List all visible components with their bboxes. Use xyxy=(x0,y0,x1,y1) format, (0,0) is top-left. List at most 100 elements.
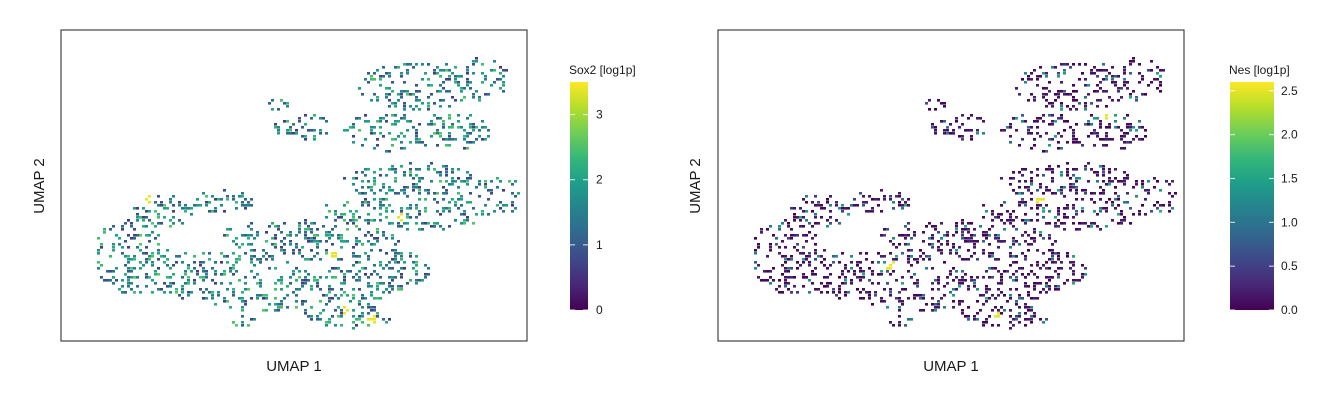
umap-point xyxy=(388,261,391,264)
umap-point xyxy=(436,132,439,135)
umap-point xyxy=(388,291,391,294)
umap-point xyxy=(934,309,937,312)
umap-point xyxy=(1105,132,1108,135)
umap-point xyxy=(496,204,499,207)
umap-point xyxy=(466,141,469,144)
umap-point xyxy=(373,243,376,246)
umap-point xyxy=(1057,255,1060,258)
umap-point xyxy=(379,78,382,81)
umap-point xyxy=(1057,90,1060,93)
umap-point xyxy=(397,135,400,138)
umap-point xyxy=(1063,195,1066,198)
umap-point xyxy=(274,309,277,312)
umap-point xyxy=(1027,234,1030,237)
umap-point xyxy=(1057,213,1060,216)
umap-point xyxy=(388,318,391,321)
umap-point xyxy=(1111,75,1114,78)
umap-point xyxy=(1081,210,1084,213)
umap-point xyxy=(304,135,307,138)
umap-point xyxy=(391,81,394,84)
umap-point xyxy=(475,213,478,216)
umap-point xyxy=(247,201,250,204)
umap-point xyxy=(250,270,253,273)
umap-point xyxy=(298,252,301,255)
umap-point xyxy=(133,291,136,294)
umap-point xyxy=(1138,120,1141,123)
umap-point xyxy=(355,177,358,180)
umap-point xyxy=(1153,186,1156,189)
umap-point xyxy=(466,135,469,138)
umap-point xyxy=(424,72,427,75)
umap-point xyxy=(493,69,496,72)
umap-point xyxy=(184,282,187,285)
umap-point xyxy=(367,258,370,261)
umap-point xyxy=(175,261,178,264)
umap-point xyxy=(367,120,370,123)
umap-point xyxy=(193,204,196,207)
umap-point xyxy=(982,204,985,207)
umap-point xyxy=(1084,84,1087,87)
umap-point xyxy=(151,231,154,234)
umap-point xyxy=(466,219,469,222)
umap-point xyxy=(1093,90,1096,93)
umap-point xyxy=(1024,222,1027,225)
umap-point xyxy=(1051,261,1054,264)
umap-point xyxy=(820,291,823,294)
umap-point xyxy=(130,288,133,291)
umap-point xyxy=(478,129,481,132)
umap-point xyxy=(1072,186,1075,189)
umap-point xyxy=(973,228,976,231)
umap-point xyxy=(250,234,253,237)
umap-point xyxy=(316,240,319,243)
umap-point xyxy=(946,282,949,285)
umap-point xyxy=(892,207,895,210)
umap-point xyxy=(313,222,316,225)
umap-point xyxy=(1129,63,1132,66)
umap-point xyxy=(850,279,853,282)
umap-point xyxy=(232,273,235,276)
umap-point xyxy=(484,204,487,207)
umap-point xyxy=(1153,204,1156,207)
umap-point xyxy=(1111,219,1114,222)
umap-point xyxy=(400,285,403,288)
umap-point xyxy=(1030,198,1033,201)
umap-point xyxy=(229,270,232,273)
umap-point xyxy=(217,198,220,201)
colorbar-tick-label: 3 xyxy=(596,108,603,122)
umap-point xyxy=(211,195,214,198)
umap-point xyxy=(865,291,868,294)
umap-point xyxy=(1024,231,1027,234)
umap-point xyxy=(268,225,271,228)
umap-point xyxy=(1027,189,1030,192)
umap-point xyxy=(379,264,382,267)
plot-frame xyxy=(60,29,528,342)
umap-point xyxy=(1039,186,1042,189)
umap-point xyxy=(1072,183,1075,186)
umap-point xyxy=(1132,213,1135,216)
umap-point xyxy=(376,99,379,102)
umap-point xyxy=(997,312,1000,315)
umap-point xyxy=(859,291,862,294)
umap-point xyxy=(1075,90,1078,93)
umap-point xyxy=(175,255,178,258)
umap-point xyxy=(373,198,376,201)
umap-point xyxy=(157,234,160,237)
umap-point xyxy=(295,279,298,282)
umap-point xyxy=(1117,204,1120,207)
umap-point xyxy=(313,279,316,282)
umap-point xyxy=(967,258,970,261)
umap-point xyxy=(1033,144,1036,147)
umap-point xyxy=(973,279,976,282)
umap-point xyxy=(412,108,415,111)
umap-point xyxy=(976,240,979,243)
umap-point xyxy=(451,177,454,180)
umap-point xyxy=(325,234,328,237)
umap-point xyxy=(463,129,466,132)
umap-point xyxy=(985,288,988,291)
umap-point xyxy=(814,243,817,246)
umap-point xyxy=(976,300,979,303)
umap-point xyxy=(1012,243,1015,246)
umap-point xyxy=(367,219,370,222)
umap-point xyxy=(124,291,127,294)
umap-point xyxy=(1117,87,1120,90)
